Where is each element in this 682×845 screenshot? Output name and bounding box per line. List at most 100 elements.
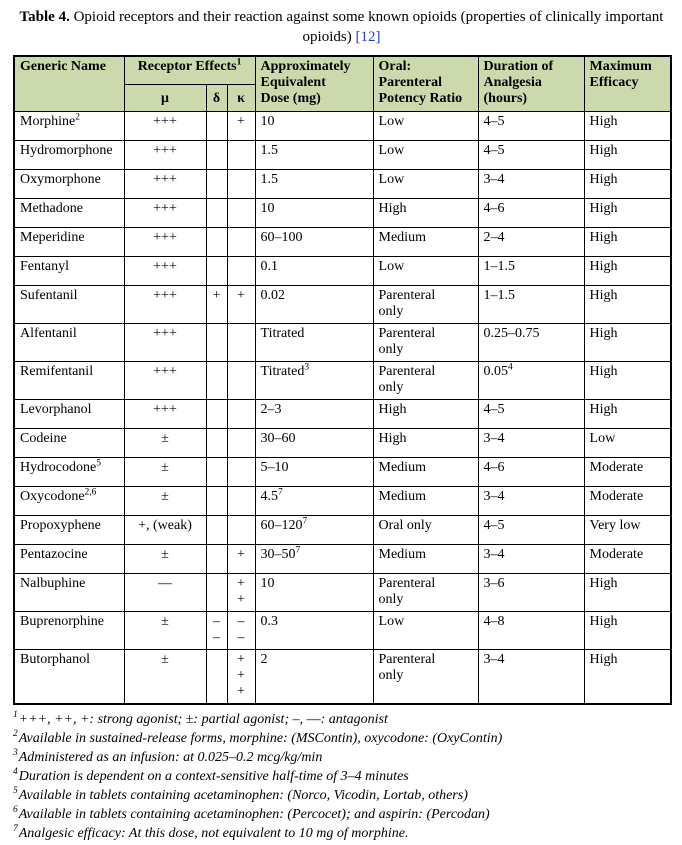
cell-text: 3–4 bbox=[483, 488, 505, 504]
cell-kappa bbox=[226, 168, 256, 199]
cell-efficacy: High bbox=[583, 572, 672, 612]
table-row: Morphine2 +++ +10 Low 4–5 High bbox=[13, 110, 672, 141]
cell-duration: 3–4 bbox=[477, 648, 585, 704]
table-body: Morphine2 +++ +10 Low 4–5 High Hydromorphone ++… bbox=[13, 110, 672, 704]
cell-delta bbox=[205, 110, 228, 141]
citation-link[interactable]: [12] bbox=[355, 29, 381, 45]
cell-mu: ± bbox=[123, 485, 207, 516]
cell-delta bbox=[205, 197, 228, 228]
table-row: Sufentanil +++ + +0.02 Parenteral only 1–1.5 H… bbox=[13, 284, 672, 324]
cell-name: Levorphanol bbox=[13, 398, 125, 429]
cell-text: Fentanyl bbox=[20, 258, 69, 274]
caption-label: Table 4. bbox=[19, 9, 70, 25]
cell-mu: +++ bbox=[123, 110, 207, 141]
footnote-text: Available in sustained-release forms, mo… bbox=[18, 730, 503, 746]
cell-oral: High bbox=[372, 197, 479, 228]
cell-delta bbox=[205, 572, 228, 612]
cell-delta bbox=[205, 456, 228, 487]
cell-name: Buprenorphine bbox=[13, 610, 125, 650]
footnote-text: Analgesic efficacy: At this dose, not eq… bbox=[18, 825, 409, 841]
cell-efficacy: Moderate bbox=[583, 456, 672, 487]
cell-oral: High bbox=[372, 427, 479, 458]
cell-text: +++ bbox=[153, 229, 177, 245]
header-maximum-efficacy: Maximum Efficacy bbox=[583, 55, 672, 112]
cell-text: Titrated bbox=[260, 363, 305, 379]
opioid-table: Generic Name Receptor Effects1 Approxima… bbox=[13, 55, 673, 705]
cell-mu: ± bbox=[123, 456, 207, 487]
cell-text: High bbox=[378, 430, 407, 446]
footnote-marker: 4 bbox=[508, 361, 513, 372]
cell-text: ± bbox=[161, 488, 169, 504]
cell-kappa bbox=[226, 398, 256, 429]
cell-text: ± bbox=[161, 459, 169, 475]
cell-name: Hydromorphone bbox=[13, 139, 125, 170]
cell-text: – – bbox=[237, 613, 245, 645]
footnote: 7Analgesic efficacy: At this dose, not e… bbox=[13, 824, 670, 843]
cell-text: Parenteral only bbox=[378, 575, 436, 607]
cell-text: Butorphanol bbox=[20, 651, 90, 667]
cell-text: Nalbuphine bbox=[20, 575, 86, 591]
cell-text: 60–100 bbox=[260, 229, 303, 245]
cell-efficacy: High bbox=[583, 255, 672, 286]
table-row: Hydromorphone +++ 1.5 Low 4–5 High bbox=[13, 139, 672, 170]
footnote-marker: 3 bbox=[304, 361, 310, 372]
cell-duration: 4–6 bbox=[477, 197, 585, 228]
cell-dose: 0.02 bbox=[254, 284, 374, 324]
cell-name: Remifentanil bbox=[13, 360, 125, 400]
footnote-marker: 3 bbox=[13, 747, 18, 758]
cell-oral: Low bbox=[372, 168, 479, 199]
cell-duration: 4–8 bbox=[477, 610, 585, 650]
cell-kappa: + + bbox=[226, 572, 256, 612]
cell-text: –– bbox=[158, 575, 172, 591]
table-row: Meperidine +++ 60–100 Medium 2–4 High bbox=[13, 226, 672, 257]
cell-text: High bbox=[589, 325, 618, 341]
cell-dose: 10 bbox=[254, 110, 374, 141]
footnote-marker: 1 bbox=[13, 709, 18, 720]
cell-text: +++ bbox=[153, 200, 177, 216]
footnote-text: Available in tablets containing acetamin… bbox=[18, 806, 490, 822]
cell-oral: Oral only bbox=[372, 514, 479, 545]
cell-dose: 10 bbox=[254, 572, 374, 612]
cell-text: 3–4 bbox=[483, 430, 505, 446]
cell-oral: Parenteral only bbox=[372, 284, 479, 324]
cell-text: Buprenorphine bbox=[20, 613, 104, 629]
cell-efficacy: Low bbox=[583, 427, 672, 458]
header-mu: μ bbox=[123, 83, 207, 112]
cell-mu: ± bbox=[123, 648, 207, 704]
cell-text: 1–1.5 bbox=[483, 258, 516, 274]
cell-name: Sufentanil bbox=[13, 284, 125, 324]
cell-mu: +++ bbox=[123, 168, 207, 199]
footnote: 1+++, ++, +: strong agonist; ±: partial … bbox=[13, 710, 670, 729]
cell-text: High bbox=[589, 575, 618, 591]
cell-text: Titrated bbox=[260, 325, 305, 341]
cell-text: + bbox=[237, 287, 245, 303]
cell-mu: +++ bbox=[123, 398, 207, 429]
cell-efficacy: High bbox=[583, 322, 672, 362]
cell-text: Oxycodone bbox=[20, 488, 85, 504]
cell-text: + bbox=[237, 113, 245, 129]
cell-delta: + bbox=[205, 284, 228, 324]
header-delta: δ bbox=[205, 83, 228, 112]
cell-mu: +++ bbox=[123, 255, 207, 286]
cell-text: 4–5 bbox=[483, 142, 505, 158]
cell-name: Fentanyl bbox=[13, 255, 125, 286]
cell-text: Low bbox=[378, 142, 405, 158]
cell-text: 1.5 bbox=[260, 171, 279, 187]
cell-text: +++ bbox=[153, 325, 177, 341]
cell-text: Oral only bbox=[378, 517, 432, 533]
cell-text: 0.05 bbox=[483, 363, 509, 379]
cell-efficacy: Very low bbox=[583, 514, 672, 545]
cell-text: 0.3 bbox=[260, 613, 279, 629]
cell-dose: Titrated3 bbox=[254, 360, 374, 400]
cell-name: Oxymorphone bbox=[13, 168, 125, 199]
cell-oral: Parenteral only bbox=[372, 360, 479, 400]
cell-oral: Low bbox=[372, 110, 479, 141]
cell-duration: 3–6 bbox=[477, 572, 585, 612]
cell-dose: 10 bbox=[254, 197, 374, 228]
cell-name: Butorphanol bbox=[13, 648, 125, 704]
cell-duration: 3–4 bbox=[477, 485, 585, 516]
cell-kappa bbox=[226, 456, 256, 487]
header-receptor-effects: Receptor Effects1 bbox=[123, 55, 256, 85]
footnote: 2Available in sustained-release forms, m… bbox=[13, 729, 670, 748]
